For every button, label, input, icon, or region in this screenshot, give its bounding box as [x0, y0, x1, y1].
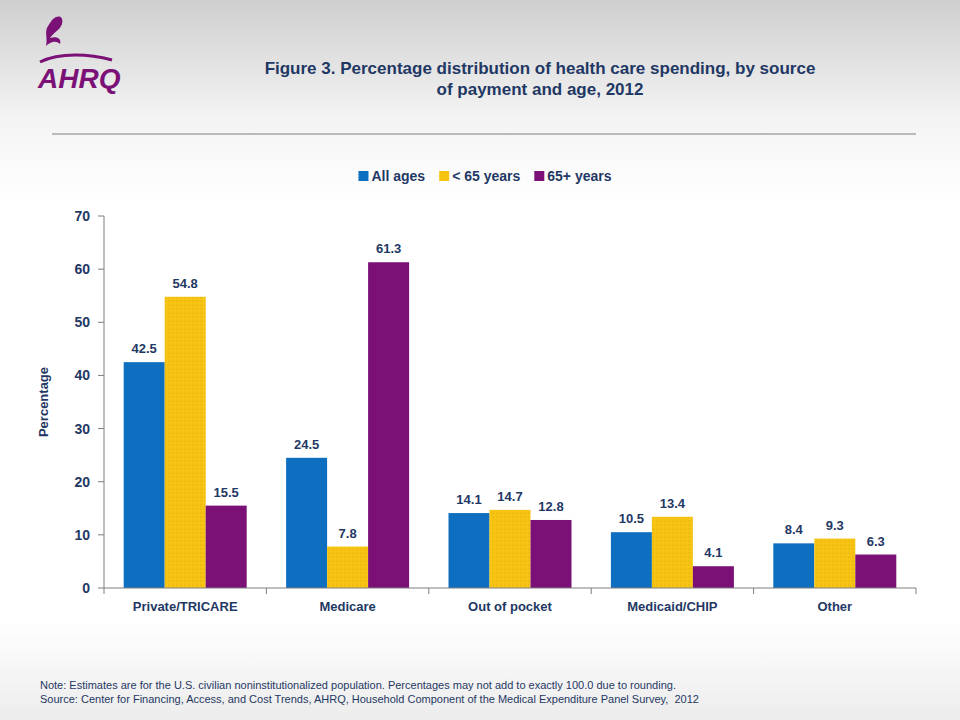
title-line: of payment and age, 2012: [437, 80, 644, 99]
y-tick: [98, 375, 104, 376]
bar: [490, 510, 531, 588]
y-tick-label: 30: [74, 421, 90, 437]
bars: [124, 262, 897, 588]
bar: [611, 532, 652, 588]
y-tick: [98, 588, 104, 589]
footnote: Source: Center for Financing, Access, an…: [40, 693, 699, 705]
data-label: 54.8: [173, 276, 198, 291]
y-tick: [98, 481, 104, 482]
legend-label: All ages: [371, 168, 425, 184]
bar: [773, 543, 814, 588]
data-label: 4.1: [704, 545, 722, 560]
y-tick-label: 60: [74, 261, 90, 277]
bar: [165, 297, 206, 588]
title-line: Figure 3. Percentage distribution of hea…: [265, 59, 816, 78]
data-label: 8.4: [785, 522, 804, 537]
data-label: 14.1: [456, 492, 481, 507]
x-tick-label: Other: [817, 599, 852, 614]
bar: [368, 262, 409, 588]
data-label: 6.3: [867, 534, 885, 549]
logo: AHRQ: [37, 17, 121, 94]
data-label: 12.8: [538, 499, 563, 514]
x-tick-label: Out of pocket: [468, 599, 552, 614]
y-tick: [98, 269, 104, 270]
bar: [286, 458, 327, 588]
y-tick-label: 40: [74, 367, 90, 383]
bar: [531, 520, 572, 588]
chart-canvas: AHRQ Figure 3. Percentage distribution of…: [0, 0, 960, 720]
x-tick-divider: [104, 588, 105, 594]
footnote: Note: Estimates are for the U.S. civilia…: [40, 679, 676, 691]
y-tick: [98, 216, 104, 217]
y-tick-label: 70: [74, 208, 90, 224]
logo-emblem: [46, 17, 62, 46]
bar: [449, 513, 490, 588]
x-tick-divider: [916, 588, 917, 594]
logo-text: AHRQ: [37, 63, 121, 94]
data-label: 13.4: [660, 496, 686, 511]
y-tick: [98, 322, 104, 323]
legend: All ages < 65 years 65+ years: [358, 168, 611, 184]
data-label: 10.5: [619, 511, 644, 526]
legend-swatch: [358, 171, 368, 181]
data-label: 7.8: [339, 526, 357, 541]
data-label: 14.7: [497, 489, 522, 504]
x-tick-divider: [753, 588, 754, 594]
y-tick: [98, 534, 104, 535]
legend-label: 65+ years: [547, 168, 611, 184]
x-tick-label: Private/TRICARE: [133, 599, 238, 614]
bar: [855, 555, 896, 588]
legend-swatch: [534, 171, 544, 181]
legend-swatch: [439, 171, 449, 181]
y-tick-label: 0: [82, 580, 90, 596]
x-tick-label: Medicare: [319, 599, 375, 614]
bar: [124, 362, 165, 588]
x-axis-line: [104, 588, 916, 589]
data-label: 61.3: [376, 241, 401, 256]
x-tick-divider: [591, 588, 592, 594]
x-tick-divider: [428, 588, 429, 594]
x-tick-label: Medicaid/CHIP: [627, 599, 718, 614]
data-label: 9.3: [826, 518, 844, 533]
y-tick-label: 50: [74, 314, 90, 330]
data-label: 15.5: [214, 485, 239, 500]
bar: [327, 547, 368, 588]
y-axis-label: Percentage: [36, 367, 51, 437]
bar: [814, 539, 855, 588]
y-tick-label: 20: [74, 474, 90, 490]
y-tick-label: 10: [74, 527, 90, 543]
bar: [652, 517, 693, 588]
y-tick: [98, 428, 104, 429]
legend-label: < 65 years: [452, 168, 520, 184]
data-label: 24.5: [294, 437, 319, 452]
logo-swoosh: [40, 55, 112, 62]
x-tick-divider: [266, 588, 267, 594]
y-axis-line: [104, 216, 105, 588]
bar: [206, 506, 247, 588]
chart-title: Figure 3. Percentage distribution of hea…: [265, 59, 816, 99]
header-rule: [52, 133, 916, 135]
data-label: 42.5: [132, 341, 157, 356]
bar: [693, 566, 734, 588]
